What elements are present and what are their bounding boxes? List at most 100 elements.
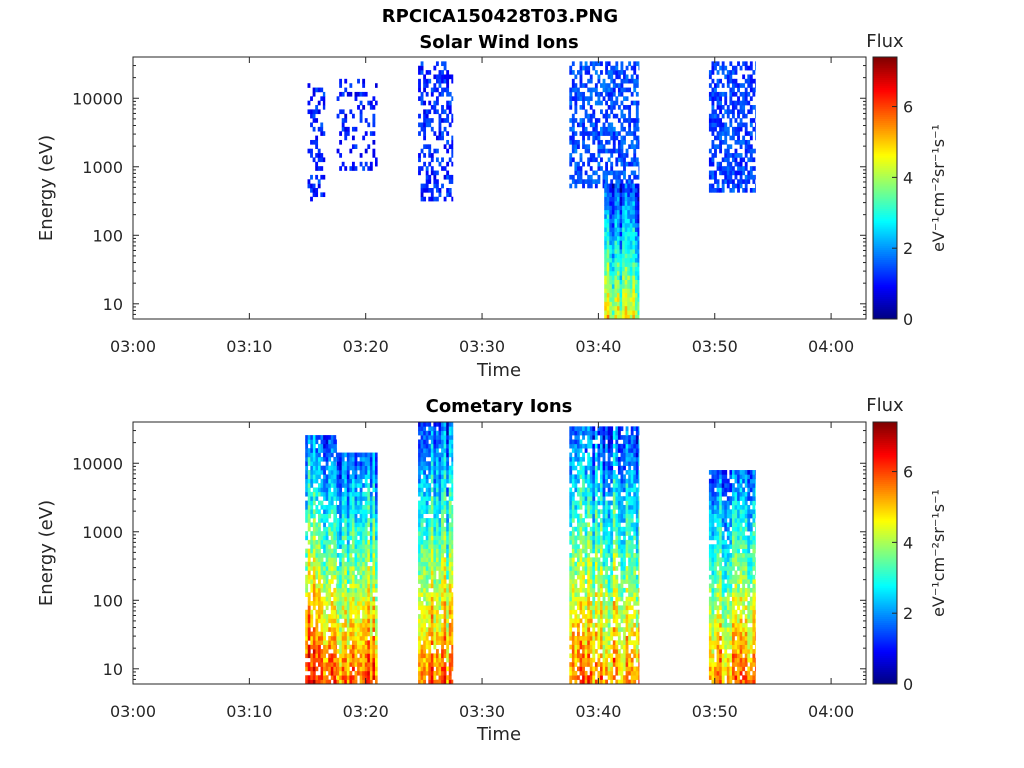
spectrogram-cell bbox=[443, 548, 447, 554]
spectrogram-cell bbox=[307, 592, 311, 597]
spectrogram-cell bbox=[435, 548, 439, 554]
spectrogram-cell bbox=[433, 174, 437, 180]
spectrogram-cell bbox=[604, 297, 608, 302]
spectrogram-cell bbox=[569, 644, 573, 650]
spectrogram-cell bbox=[635, 100, 639, 106]
spectrogram-cell bbox=[622, 292, 625, 298]
spectrogram-cell bbox=[438, 91, 442, 97]
spectrogram-cell bbox=[594, 135, 598, 141]
spectrogram-cell bbox=[755, 61, 756, 67]
spectrogram-cell bbox=[318, 535, 321, 541]
spectrogram-cell bbox=[602, 496, 606, 501]
spectrogram-cell bbox=[628, 87, 632, 93]
spectrogram-cell bbox=[441, 635, 444, 641]
spectrogram-cell bbox=[711, 91, 715, 97]
spectrogram-cell bbox=[606, 270, 610, 276]
colorbar-swatch bbox=[873, 114, 897, 117]
spectrogram-cell bbox=[607, 465, 611, 471]
spectrogram-cell bbox=[349, 518, 353, 523]
spectrogram-cell bbox=[451, 135, 454, 141]
spectrogram-cell bbox=[602, 614, 606, 619]
spectrogram-cell bbox=[602, 644, 606, 650]
spectrogram-cell bbox=[441, 435, 444, 440]
spectrogram-cell bbox=[589, 531, 593, 536]
spectrogram-cell bbox=[354, 513, 358, 519]
colorbar-swatch bbox=[873, 202, 897, 205]
spectrogram-cell bbox=[430, 548, 434, 554]
colorbar-swatch bbox=[873, 67, 897, 70]
spectrogram-cell bbox=[729, 109, 733, 115]
spectrogram-cell bbox=[336, 592, 340, 597]
spectrogram-cell bbox=[433, 87, 437, 93]
spectrogram-cell bbox=[418, 122, 421, 128]
spectrogram-cell bbox=[335, 491, 337, 497]
spectrogram-cell bbox=[328, 443, 332, 449]
spectrogram-cell bbox=[635, 122, 639, 128]
spectrogram-cell bbox=[592, 509, 596, 514]
spectrogram-cell bbox=[351, 487, 355, 493]
spectrogram-cell bbox=[589, 435, 593, 440]
spectrogram-cell bbox=[339, 679, 343, 685]
spectrogram-cell bbox=[315, 561, 319, 567]
spectrogram-cell bbox=[320, 635, 324, 641]
spectrogram-cell bbox=[335, 544, 337, 549]
spectrogram-cell bbox=[310, 657, 314, 663]
spectrogram-cell bbox=[714, 109, 717, 115]
spectrogram-cell bbox=[632, 310, 636, 315]
spectrogram-cell bbox=[430, 631, 434, 637]
spectrogram-cell bbox=[364, 670, 368, 676]
colorbar-swatch bbox=[873, 198, 897, 201]
spectrogram-cell bbox=[435, 439, 439, 445]
spectrogram-cell bbox=[323, 657, 326, 663]
spectrogram-cell bbox=[428, 465, 432, 471]
spectrogram-cell bbox=[435, 640, 439, 645]
spectrogram-cell bbox=[349, 657, 353, 663]
spectrogram-cell bbox=[364, 557, 368, 563]
spectrogram-cell bbox=[335, 601, 337, 606]
spectrogram-cell bbox=[438, 566, 442, 571]
spectrogram-cell bbox=[441, 587, 444, 593]
spectrogram-cell bbox=[359, 504, 363, 510]
spectrogram-cell bbox=[597, 679, 601, 685]
spectrogram-cell bbox=[719, 118, 723, 123]
spectrogram-cell bbox=[364, 574, 368, 580]
spectrogram-cell bbox=[744, 87, 748, 93]
colorbar-swatch bbox=[873, 173, 897, 177]
spectrogram-cell bbox=[721, 170, 725, 176]
spectrogram-cell bbox=[423, 144, 427, 149]
spectrogram-cell bbox=[318, 539, 321, 545]
spectrogram-cell bbox=[592, 456, 596, 462]
spectrogram-cell bbox=[448, 435, 452, 440]
spectrogram-cell bbox=[624, 218, 628, 224]
spectrogram-cell bbox=[627, 218, 631, 224]
spectrogram-cell bbox=[587, 601, 591, 606]
spectrogram-cell bbox=[569, 592, 573, 597]
spectrogram-cell bbox=[323, 487, 326, 493]
spectrogram-cell bbox=[617, 614, 621, 619]
spectrogram-cell bbox=[714, 144, 717, 149]
spectrogram-cell bbox=[339, 579, 343, 584]
spectrogram-cell bbox=[617, 118, 621, 123]
spectrogram-cell bbox=[359, 91, 363, 97]
spectrogram-cell bbox=[576, 461, 580, 466]
spectrogram-cell bbox=[451, 657, 454, 663]
spectrogram-cell bbox=[734, 70, 738, 75]
spectrogram-cell bbox=[602, 122, 606, 128]
spectrogram-cell bbox=[312, 192, 316, 198]
spectrogram-cell bbox=[341, 456, 345, 462]
spectrogram-cell bbox=[574, 596, 578, 602]
spectrogram-cell bbox=[359, 461, 363, 466]
spectrogram-cell bbox=[310, 574, 314, 580]
spectrogram-cell bbox=[430, 192, 434, 198]
spectrogram-cell bbox=[310, 622, 314, 628]
spectrogram-cell bbox=[423, 649, 427, 654]
spectrogram-cell bbox=[605, 574, 609, 580]
colorbar-tick-label: 6 bbox=[903, 98, 913, 117]
spectrogram-cell bbox=[609, 236, 613, 241]
spectrogram-cell bbox=[627, 240, 631, 246]
spectrogram-cell bbox=[623, 174, 626, 180]
spectrogram-cell bbox=[629, 253, 633, 259]
spectrogram-cell bbox=[708, 113, 712, 119]
spectrogram-cell bbox=[607, 96, 611, 101]
spectrogram-cell bbox=[622, 305, 625, 311]
